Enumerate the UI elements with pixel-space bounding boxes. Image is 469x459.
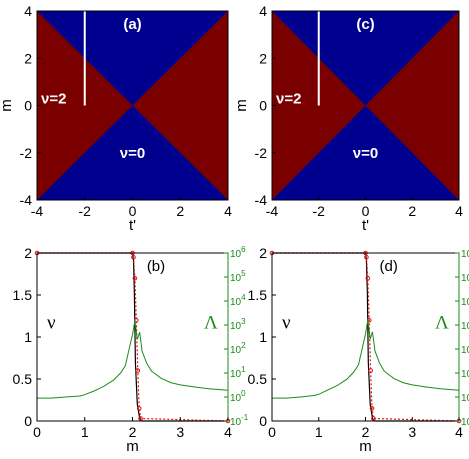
right-tick-label: 106	[461, 245, 469, 260]
x-tick-label: 0	[362, 203, 370, 219]
series-marker-1	[135, 368, 141, 373]
x-tick-label: 4	[455, 203, 463, 219]
region-label-nu2: ν=2	[276, 90, 301, 107]
panel-label: (d)	[380, 258, 398, 275]
right-tick-label: 105	[230, 269, 246, 284]
x-tick-label: 1	[315, 424, 323, 440]
x-tick-label: 3	[176, 424, 184, 440]
region-label-nu0: ν=0	[120, 145, 145, 162]
x-tick-label: 0	[268, 424, 276, 440]
line-panel-3: 0 0.5 1 1.5 2 0 1 2 3 410-1 100 101 102 103 104 105 106 m…	[248, 245, 469, 455]
series-marker-1	[134, 317, 139, 323]
series-marker-1	[371, 416, 376, 421]
x-tick-label: 4	[224, 203, 232, 219]
right-tick-label: 10-1	[230, 413, 249, 428]
series-marker-1	[365, 275, 371, 281]
y-tick-label: 2	[259, 50, 267, 66]
y-tick-label: 1.5	[248, 287, 268, 303]
x-axis-label: m	[359, 438, 372, 455]
series-line-2	[37, 320, 229, 399]
heatmap-panel-0: ν=2 ν=0 (a) -4 -2 0 2 4 -4 -2 0 2 4 t' m	[0, 3, 232, 234]
plot-background	[37, 253, 228, 421]
x-axis-label: t'	[362, 217, 369, 234]
y-tick-label: 1	[259, 329, 267, 345]
x-tick-label: -2	[313, 203, 326, 219]
left-axis-label: ν	[282, 313, 291, 334]
right-tick-label: 100	[461, 389, 469, 404]
y-tick-label: -4	[20, 192, 33, 208]
panel-label: (b)	[147, 258, 165, 275]
right-tick-label: 101	[461, 365, 469, 380]
x-tick-label: 0	[33, 424, 41, 440]
region-nu0-bottom	[272, 105, 459, 200]
x-tick-label: -2	[79, 203, 92, 219]
y-tick-label: 1.5	[13, 287, 33, 303]
y-tick-label: 0	[259, 413, 267, 429]
y-axis-label: m	[233, 99, 250, 112]
y-tick-label: 0	[24, 98, 32, 114]
panel-label: (a)	[123, 16, 141, 33]
right-tick-label: 100	[230, 389, 246, 404]
x-tick-label: 2	[408, 203, 416, 219]
series-marker-1	[131, 254, 136, 260]
right-tick-label: 105	[461, 269, 469, 284]
right-axis-label: Λ	[204, 313, 218, 334]
y-tick-label: -4	[255, 192, 268, 208]
series-line-2	[272, 320, 460, 399]
region-label-nu2: ν=2	[41, 90, 66, 107]
panel-label: (c)	[356, 16, 374, 33]
x-tick-label: -4	[31, 203, 44, 219]
right-tick-label: 104	[461, 293, 469, 308]
series-marker-1	[132, 275, 138, 281]
y-tick-label: 1	[24, 329, 32, 345]
series-marker-1	[369, 406, 375, 411]
y-tick-label: 0	[24, 413, 32, 429]
right-axis-label: Λ	[435, 313, 449, 334]
y-tick-label: 0.5	[13, 371, 33, 387]
x-tick-label: 0	[129, 203, 137, 219]
x-tick-label: 2	[176, 203, 184, 219]
series-marker-1	[364, 254, 369, 260]
right-tick-label: 106	[230, 245, 246, 260]
y-tick-label: -2	[20, 145, 33, 161]
line-panel-2: 0 0.5 1 1.5 2 0 1 2 3 410-1 100 101 102 103 104 105 106 m…	[13, 245, 249, 455]
left-axis-label: ν	[47, 313, 56, 334]
x-tick-label: 3	[408, 424, 416, 440]
series-line-1	[272, 252, 460, 422]
series-marker-1	[136, 406, 142, 411]
region-nu0-bottom	[37, 105, 228, 200]
y-tick-label: 2	[24, 50, 32, 66]
right-tick-label: 104	[230, 293, 246, 308]
x-tick-label: 2	[129, 424, 137, 440]
right-tick-label: 101	[230, 365, 246, 380]
x-tick-label: 1	[81, 424, 89, 440]
y-tick-label: 0.5	[248, 371, 268, 387]
y-tick-label: 4	[259, 3, 267, 19]
y-tick-label: -2	[255, 145, 268, 161]
series-marker-1	[138, 416, 143, 421]
right-tick-label: 103	[230, 317, 246, 332]
y-tick-label: 2	[24, 245, 32, 261]
x-tick-label: -4	[266, 203, 279, 219]
y-tick-label: 0	[259, 98, 267, 114]
x-tick-label: 4	[224, 424, 232, 440]
right-tick-label: 103	[461, 317, 469, 332]
right-tick-label: 10-1	[461, 413, 469, 428]
y-tick-label: 4	[24, 3, 32, 19]
x-axis-label: t'	[129, 217, 136, 234]
x-axis-label: m	[126, 438, 139, 455]
heatmap-panel-1: ν=2 ν=0 (c) -4 -2 0 2 4 -4 -2 0 2 4 t' m	[233, 3, 463, 234]
right-tick-label: 102	[461, 341, 469, 356]
series-marker-1	[368, 368, 373, 373]
y-axis-label: m	[0, 99, 15, 112]
y-tick-label: 2	[259, 245, 267, 261]
right-tick-label: 102	[230, 341, 246, 356]
x-tick-label: 2	[362, 424, 370, 440]
region-label-nu0: ν=0	[353, 145, 378, 162]
x-tick-label: 4	[455, 424, 463, 440]
plot-background	[272, 253, 459, 421]
